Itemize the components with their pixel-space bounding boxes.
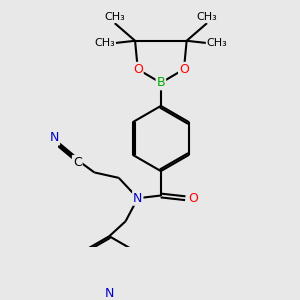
Text: B: B bbox=[157, 76, 165, 89]
Text: CH₃: CH₃ bbox=[196, 12, 218, 22]
Text: N: N bbox=[105, 287, 114, 300]
Text: CH₃: CH₃ bbox=[207, 38, 227, 49]
Text: N: N bbox=[133, 192, 142, 205]
Text: O: O bbox=[179, 63, 189, 76]
Text: O: O bbox=[188, 192, 198, 205]
Text: C: C bbox=[73, 156, 82, 169]
Text: O: O bbox=[133, 63, 143, 76]
Text: CH₃: CH₃ bbox=[104, 12, 125, 22]
Text: CH₃: CH₃ bbox=[94, 38, 115, 49]
Text: N: N bbox=[50, 131, 59, 145]
